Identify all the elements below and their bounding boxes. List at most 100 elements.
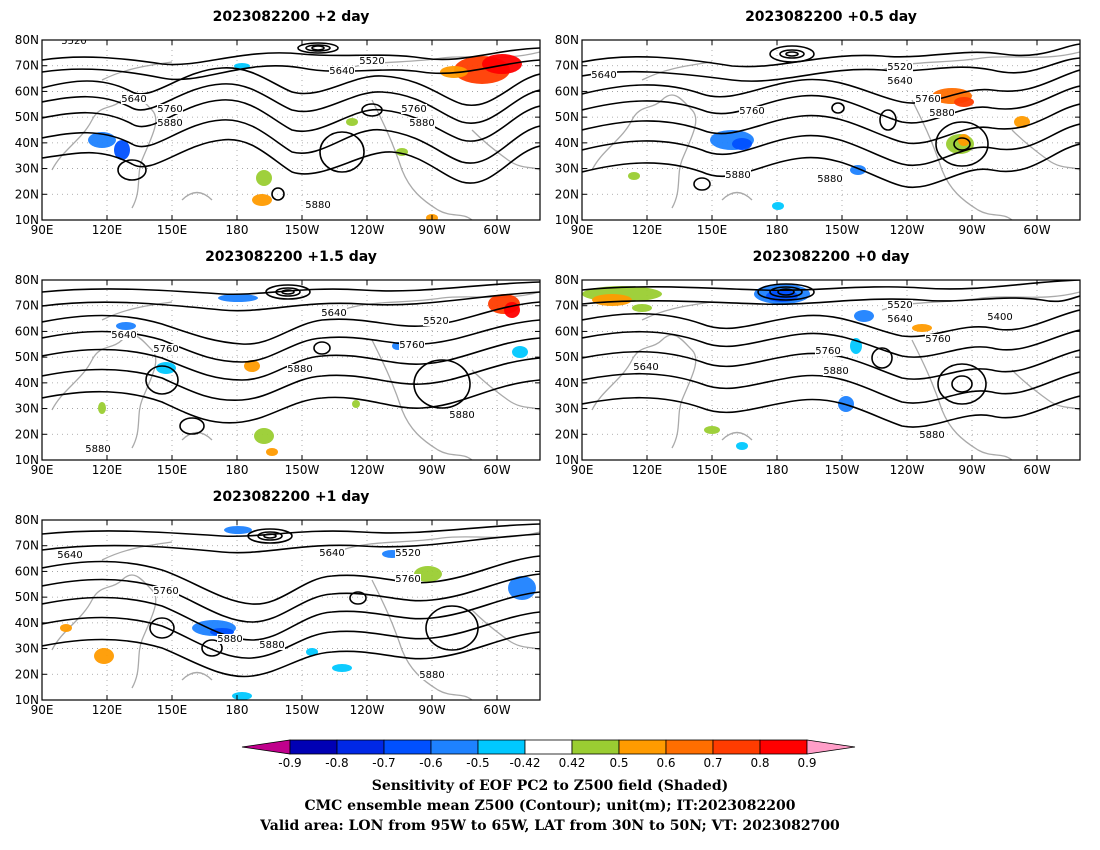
sensitivity-shade — [736, 442, 748, 450]
z500-closed-contour — [257, 531, 283, 541]
contour-label-bg — [591, 70, 617, 80]
z500-contour — [582, 85, 1080, 124]
plot-area — [582, 40, 1080, 220]
contour-label: 5640 — [329, 66, 354, 77]
coastline — [101, 541, 173, 561]
plot-layers: 5640 5520 5640 5760 5760 5880 5880 5880 — [42, 280, 540, 460]
z500-closed-contour — [951, 375, 973, 393]
z500-closed-contour — [179, 417, 205, 435]
panel-title: 2023082200 +0.5 day — [745, 9, 917, 25]
contour-label-bg — [359, 56, 385, 66]
colorbar-lower-extension — [241, 739, 291, 755]
z500-closed-contour — [265, 284, 311, 300]
lat-tick-label: 30N — [555, 162, 579, 176]
lat-tick-label: 40N — [15, 376, 39, 390]
z500-closed-contour — [831, 102, 845, 114]
colorbar-tick-label: 0.8 — [750, 756, 769, 770]
z500-contour — [582, 43, 1080, 68]
lon-tick-label: 60W — [1023, 223, 1050, 237]
contour-label: 5520 — [423, 316, 448, 327]
lat-tick-label: 20N — [15, 187, 39, 201]
plot-content: 5640 5520 5640 5760 5760 5880 5880 5880 — [42, 280, 540, 460]
lon-tick-label: 120W — [890, 223, 925, 237]
contour-label-bg — [305, 200, 331, 210]
lon-tick-label: 90W — [418, 223, 445, 237]
lat-tick-label: 50N — [15, 110, 39, 124]
z500-closed-contour — [149, 617, 175, 639]
sensitivity-shade — [954, 97, 974, 107]
contour-label: 5880 — [287, 364, 312, 375]
contour-label: 5880 — [85, 444, 110, 455]
z500-contour — [582, 57, 1080, 82]
sensitivity-shade — [60, 624, 72, 632]
colorbar-swatch — [336, 739, 385, 755]
contour-label: 5880 — [259, 640, 284, 651]
sensitivity-shade — [732, 138, 752, 150]
contour-label: 5880 — [929, 108, 954, 119]
contour-label: 5880 — [419, 670, 444, 681]
colorbar-tick-label: -0.6 — [419, 756, 442, 770]
contour-label: 5880 — [305, 200, 330, 211]
contour-label-bg — [887, 62, 913, 72]
z500-contour — [42, 533, 540, 554]
caption-line-3: Valid area: LON from 95W to 65W, LAT fro… — [259, 818, 840, 834]
z500-contour — [42, 83, 540, 125]
z500-closed-contour — [871, 347, 893, 369]
sensitivity-shade — [266, 448, 278, 456]
coastline — [371, 579, 473, 700]
colorbar-swatch — [524, 739, 573, 755]
lat-tick-label: 80N — [555, 273, 579, 287]
colorbar-tick-label: -0.42 — [509, 756, 540, 770]
z500-contour — [42, 59, 540, 81]
lon-tick-label: 90W — [418, 463, 445, 477]
z500-closed-contour — [777, 288, 795, 296]
z500-closed-contour — [779, 49, 805, 59]
plot-content: 5640 5640 5520 5760 5760 5880 5880 5880 — [42, 520, 540, 700]
lon-tick-label: 180 — [226, 223, 249, 237]
colorbar-swatch — [383, 739, 432, 755]
lon-tick-label: 120E — [92, 463, 123, 477]
coastline — [101, 61, 173, 81]
map-panel: 2023082200 +0 day 5520 5400 5640 5640 5760 576… — [555, 249, 1081, 477]
lon-tick-label: 90W — [958, 463, 985, 477]
z500-contour — [582, 371, 1080, 404]
z500-closed-contour — [271, 187, 285, 201]
z500-closed-contour — [935, 121, 989, 167]
z500-closed-contour — [297, 42, 339, 54]
contour-label-bg — [815, 346, 841, 356]
contour-label-bg — [423, 316, 449, 326]
contour-label: 5520 — [359, 56, 384, 67]
lon-tick-label: 90E — [31, 223, 54, 237]
lon-tick-label: 150E — [157, 223, 188, 237]
contour-label-bg — [739, 106, 765, 116]
contour-label: 5760 — [401, 104, 426, 115]
contour-label-bg — [399, 340, 425, 350]
contour-label: 5880 — [823, 366, 848, 377]
lat-tick-label: 40N — [15, 616, 39, 630]
contour-label-bg — [887, 314, 913, 324]
z500-contour — [42, 47, 540, 66]
lat-tick-label: 50N — [15, 350, 39, 364]
contour-label-bg — [61, 40, 87, 46]
contour-label-bg — [319, 548, 345, 558]
panel-title: 2023082200 +1.5 day — [205, 249, 377, 265]
sensitivity-shade — [512, 346, 528, 358]
z500-contour — [42, 119, 540, 164]
z500-closed-contour — [311, 45, 325, 51]
contour-label: 5880 — [725, 170, 750, 181]
sensitivity-shade — [482, 54, 522, 74]
contour-label-bg — [725, 170, 751, 180]
z500-contour — [42, 631, 540, 678]
lon-tick-label: 120W — [350, 223, 385, 237]
z500-contour — [42, 99, 540, 142]
z500-closed-contour — [425, 605, 479, 651]
z500-contour — [42, 138, 540, 184]
coastline — [641, 61, 713, 81]
sensitivity-shade — [256, 170, 272, 186]
lat-tick-label: 30N — [15, 162, 39, 176]
map-panel: 2023082200 +0.5 day552056405640576057605… — [555, 9, 1081, 237]
lat-tick-label: 60N — [555, 84, 579, 98]
lat-tick-label: 40N — [555, 376, 579, 390]
panel-title: 2023082200 +0 day — [753, 249, 910, 265]
